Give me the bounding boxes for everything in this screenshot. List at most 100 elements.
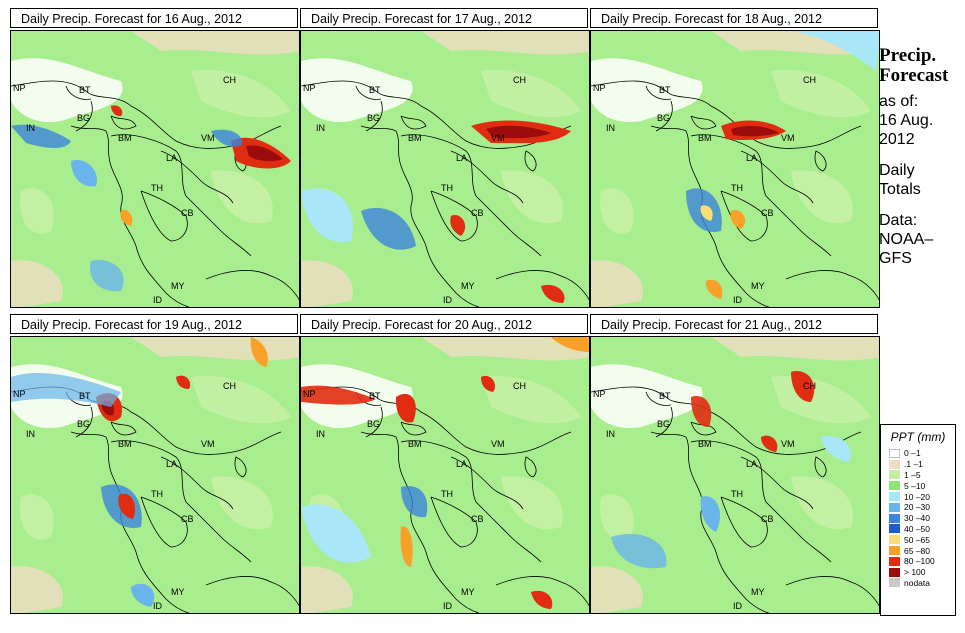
country-label-la: LA: [746, 459, 757, 469]
legend-swatch: [889, 556, 900, 566]
legend-swatch: [889, 459, 900, 469]
forecast-panel-aug18: Daily Precip. Forecast for 18 Aug., 2012…: [590, 8, 880, 308]
country-label-in: IN: [606, 123, 615, 133]
forecast-panel-aug16: Daily Precip. Forecast for 16 Aug., 2012…: [10, 8, 300, 308]
legend-item: 30 –40: [881, 513, 955, 524]
country-label-in: IN: [316, 123, 325, 133]
country-label-bg: BG: [657, 113, 670, 123]
precip-map: CH NP BT IN BG BM VM LA TH CB MY ID: [10, 336, 300, 614]
legend-label: > 100: [904, 567, 926, 578]
country-label-ch: CH: [513, 75, 526, 85]
country-label-vm: VM: [781, 439, 795, 449]
country-label-my: MY: [751, 281, 765, 291]
legend-item: > 100: [881, 567, 955, 578]
legend-swatch: [889, 448, 900, 458]
legend-label: 40 –50: [904, 523, 930, 534]
country-label-ch: CH: [513, 381, 526, 391]
country-label-my: MY: [461, 587, 475, 597]
country-label-bt: BT: [369, 391, 381, 401]
country-label-ch: CH: [803, 381, 816, 391]
country-label-my: MY: [751, 587, 765, 597]
country-label-cb: CB: [761, 514, 774, 524]
country-label-cb: CB: [471, 514, 484, 524]
daily-label: Daily: [879, 162, 915, 179]
legend-label: 5 –10: [904, 480, 926, 491]
country-label-bm: BM: [118, 439, 132, 449]
country-label-my: MY: [171, 281, 185, 291]
precip-map: CH NP BT IN BG BM VM LA TH CB MY ID: [300, 30, 590, 308]
country-label-th: TH: [731, 489, 743, 499]
country-label-id: ID: [443, 601, 453, 611]
data-source-2: GFS: [879, 250, 912, 267]
country-label-bt: BT: [79, 85, 91, 95]
country-label-vm: VM: [201, 133, 215, 143]
legend-item: nodata: [881, 578, 955, 589]
country-label-id: ID: [733, 601, 743, 611]
country-label-id: ID: [153, 295, 163, 305]
legend-item: 50 –65: [881, 534, 955, 545]
country-label-np: NP: [303, 389, 316, 399]
legend-label: 30 –40: [904, 513, 930, 524]
forecast-panel-aug17: Daily Precip. Forecast for 17 Aug., 2012…: [300, 8, 590, 308]
country-label-la: LA: [166, 153, 177, 163]
legend-swatch: [889, 513, 900, 523]
legend-item: 5 –10: [881, 480, 955, 491]
country-label-my: MY: [171, 587, 185, 597]
panel-title: Daily Precip. Forecast for 18 Aug., 2012: [590, 8, 878, 28]
country-label-bt: BT: [369, 85, 381, 95]
precip-map: CH NP BT IN BG BM VM LA TH CB MY ID: [590, 30, 880, 308]
precip-map: CH NP BT IN BG BM VM LA TH CB MY ID: [590, 336, 880, 614]
asof-label: as of:: [879, 93, 919, 110]
legend-swatch: [889, 502, 900, 512]
country-label-ch: CH: [223, 75, 236, 85]
legend-item: 40 –50: [881, 524, 955, 535]
panel-title: Daily Precip. Forecast for 16 Aug., 2012: [10, 8, 298, 28]
legend-label: 1 –5: [904, 469, 921, 480]
country-label-bg: BG: [367, 419, 380, 429]
precip-legend: PPT (mm) 0 –1.1 –1 1 –5 5 –10 10 –20 20 –30 3…: [880, 424, 956, 616]
country-label-vm: VM: [491, 133, 505, 143]
country-label-vm: VM: [201, 439, 215, 449]
country-label-np: NP: [303, 83, 316, 93]
legend-swatch: [889, 535, 900, 545]
legend-swatch: [889, 470, 900, 480]
country-label-np: NP: [593, 389, 606, 399]
country-label-cb: CB: [471, 208, 484, 218]
heading-line1: Precip.: [879, 45, 937, 66]
legend-label: 20 –30: [904, 502, 930, 513]
country-label-bm: BM: [698, 439, 712, 449]
country-label-bg: BG: [657, 419, 670, 429]
country-label-la: LA: [456, 153, 467, 163]
legend-label: 80 –100: [904, 556, 935, 567]
legend-item: 10 –20: [881, 491, 955, 502]
country-label-th: TH: [441, 489, 453, 499]
forecast-panel-aug20: Daily Precip. Forecast for 20 Aug., 2012…: [300, 314, 590, 614]
country-label-cb: CB: [181, 514, 194, 524]
country-label-in: IN: [26, 123, 35, 133]
legend-swatch: [889, 524, 900, 534]
legend-swatch: [889, 546, 900, 556]
country-label-np: NP: [13, 83, 26, 93]
country-label-bt: BT: [659, 391, 671, 401]
country-label-ch: CH: [223, 381, 236, 391]
legend-swatch: [889, 567, 900, 577]
country-label-la: LA: [166, 459, 177, 469]
legend-swatch: [889, 492, 900, 502]
country-label-id: ID: [733, 295, 743, 305]
country-label-id: ID: [153, 601, 163, 611]
legend-item: 80 –100: [881, 556, 955, 567]
country-label-np: NP: [593, 83, 606, 93]
country-label-la: LA: [456, 459, 467, 469]
heading-line2: Forecast: [879, 65, 949, 86]
country-label-vm: VM: [781, 133, 795, 143]
country-label-la: LA: [746, 153, 757, 163]
country-label-th: TH: [731, 183, 743, 193]
country-label-bm: BM: [698, 133, 712, 143]
totals-label: Totals: [879, 181, 921, 198]
asof-date: 16 Aug.: [879, 112, 934, 129]
country-label-vm: VM: [491, 439, 505, 449]
country-label-th: TH: [151, 489, 163, 499]
legend-title: PPT (mm): [890, 430, 946, 444]
forecast-panel-aug21: Daily Precip. Forecast for 21 Aug., 2012…: [590, 314, 880, 614]
legend-item: 1 –5: [881, 470, 955, 481]
